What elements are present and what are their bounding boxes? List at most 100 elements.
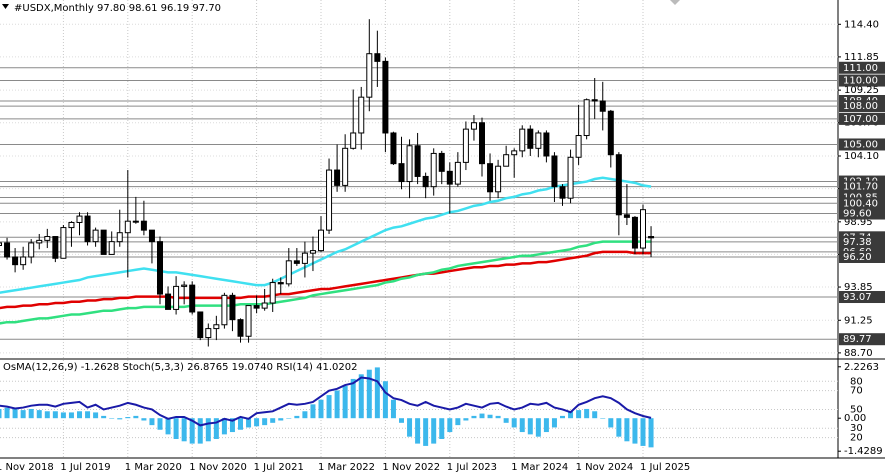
osma-bar: [374, 367, 380, 419]
osma-bar: [431, 418, 437, 444]
candle-body: [479, 122, 485, 165]
candle-body: [398, 163, 405, 183]
osma-bar: [20, 410, 26, 419]
osma-bar: [318, 399, 324, 419]
osma-bar: [415, 418, 421, 444]
candle-body: [446, 170, 453, 185]
osma-bar: [439, 418, 445, 439]
osma-bar: [262, 418, 268, 426]
osma-bar: [125, 417, 131, 419]
candle-body: [157, 241, 163, 295]
level-label: 93.07: [843, 292, 872, 303]
candle-body: [132, 220, 139, 223]
candle-body: [503, 154, 510, 167]
y2-tick-label: 30: [850, 423, 863, 434]
osma-bar: [560, 415, 565, 419]
y2-tick-label: 20: [850, 433, 863, 444]
osma-bar: [77, 411, 82, 419]
level-label: 99.60: [843, 209, 872, 220]
x-tick-label: 1 Jul 2023: [447, 462, 497, 473]
y-tick-label: 98.95: [844, 217, 873, 228]
osma-bar: [205, 418, 211, 442]
candle-body: [92, 229, 99, 243]
osma-bar: [616, 418, 622, 437]
osma-bar: [238, 418, 243, 430]
osma-bar: [157, 418, 163, 430]
osma-bar: [189, 418, 195, 444]
y2-tick-label: 80: [850, 376, 863, 387]
level-label: 107.00: [843, 114, 878, 125]
osma-bar: [109, 418, 115, 419]
level-label-box: [839, 250, 885, 263]
osma-bar: [181, 418, 187, 442]
candle-body: [591, 99, 598, 102]
candle-body: [309, 250, 316, 254]
y-tick-label: 88.70: [844, 348, 873, 359]
level-label: 108.00: [843, 101, 878, 112]
candle-body: [36, 239, 43, 244]
osma-bar: [68, 412, 74, 419]
osma-bar: [608, 418, 614, 428]
level-label: 97.38: [843, 237, 872, 248]
osma-bar: [278, 418, 284, 421]
y-tick-label: 109.25: [844, 85, 879, 96]
osma-bar: [350, 378, 356, 419]
osma-bar: [407, 418, 413, 437]
candle-body: [382, 60, 389, 134]
moving-average-line: [0, 250, 652, 310]
candle-body: [350, 132, 357, 149]
x-tick-label: 1 Mar 2024: [511, 462, 568, 473]
candle-body: [277, 282, 284, 285]
level-label: 100.40: [843, 198, 878, 209]
level-label-box: [839, 100, 885, 113]
candle-body: [543, 132, 550, 157]
osma-bar: [229, 418, 235, 433]
candle-body: [495, 165, 502, 193]
candle-body: [261, 302, 268, 309]
level-label: 89.77: [843, 334, 872, 345]
level-label: 96.20: [843, 252, 872, 263]
osma-bar: [294, 415, 300, 419]
candle-body: [197, 311, 204, 339]
candle-body: [245, 305, 252, 337]
candle-body: [20, 256, 27, 266]
y-tick-label: 93.85: [844, 282, 873, 293]
candle-body: [285, 260, 292, 285]
osma-bar: [471, 415, 477, 419]
osma-bar: [149, 418, 155, 426]
osma-bar: [632, 418, 638, 444]
osma-bar: [576, 410, 582, 419]
candle-body: [326, 169, 333, 231]
level-label: 111.00: [843, 63, 878, 74]
osma-bar: [584, 408, 590, 419]
osma-bar: [133, 415, 139, 419]
level-label: 105.00: [843, 139, 878, 150]
osma-bar: [463, 418, 469, 421]
y-tick-label: 2.2263: [844, 362, 879, 373]
candle-body: [414, 145, 421, 177]
osma-bar: [503, 418, 509, 423]
candle-body: [229, 294, 236, 321]
moving-average-line: [0, 240, 652, 325]
candle-body: [462, 128, 469, 163]
osma-bar: [342, 385, 348, 419]
level-label-box: [839, 74, 885, 87]
osma-bar: [600, 418, 606, 419]
candle-body: [640, 209, 646, 249]
candle-body: [301, 252, 308, 264]
osma-bar: [197, 418, 203, 444]
candle-body: [583, 99, 590, 137]
level-label-box: [839, 235, 885, 248]
candle-body: [559, 186, 566, 199]
menu-triangle[interactable]: [2, 4, 9, 9]
osma-bar: [52, 411, 58, 419]
osma-bar: [270, 418, 276, 423]
candle-body: [527, 128, 534, 149]
candle-body: [454, 161, 461, 185]
osma-bar: [568, 411, 574, 419]
candle-body: [623, 214, 630, 218]
candle-body: [28, 242, 35, 258]
osma-bar: [246, 418, 252, 428]
candle-body: [519, 128, 526, 152]
